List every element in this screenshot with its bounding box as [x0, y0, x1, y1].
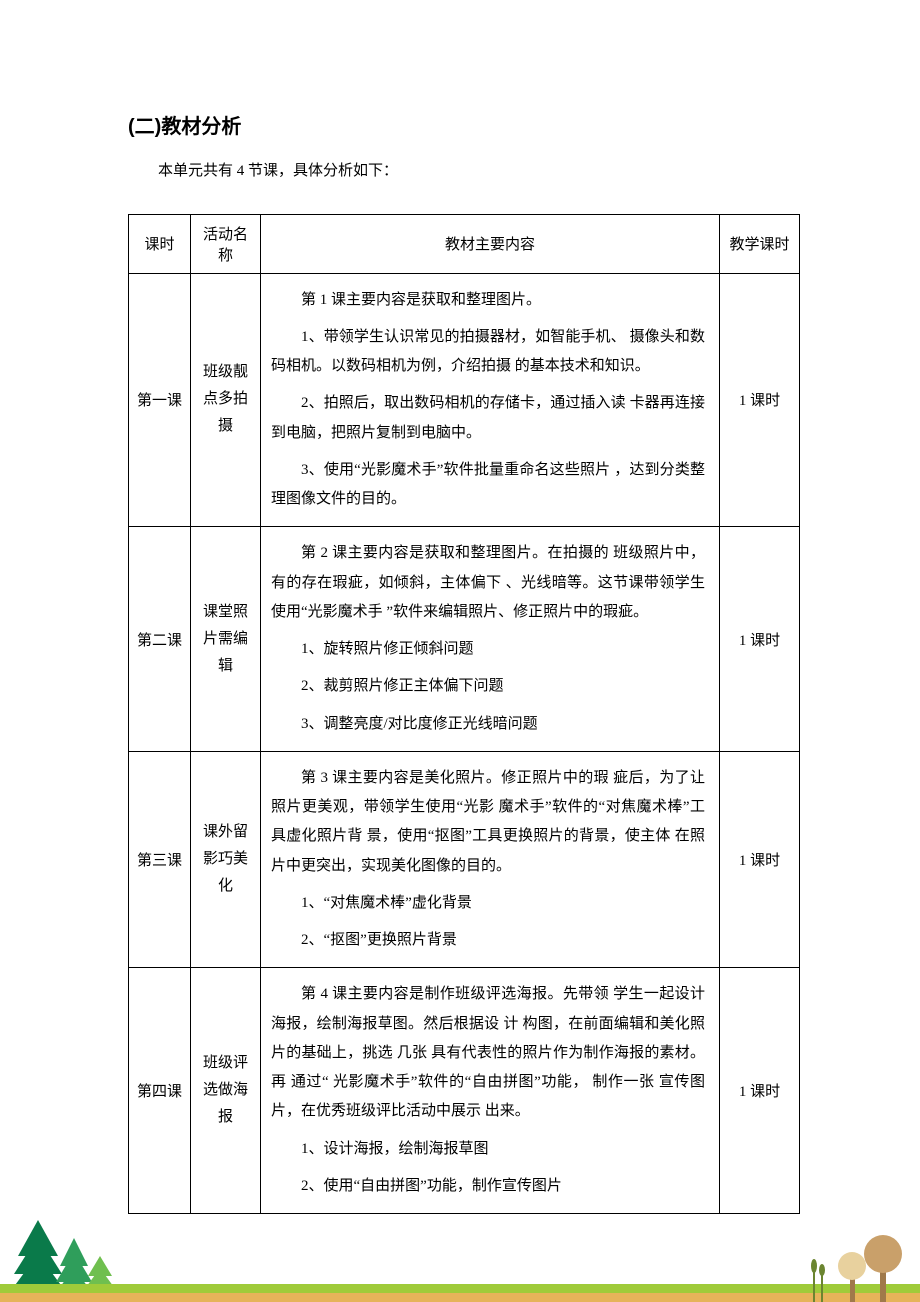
content-para: 1、带领学生认识常见的拍摄器材，如智能手机、 摄像头和数码相机。以数码相机为例，… — [271, 323, 705, 382]
content-para: 1、旋转照片修正倾斜问题 — [271, 635, 705, 664]
cell-activity: 课外留影巧美化 — [191, 751, 261, 968]
content-para: 2、拍照后，取出数码相机的存储卡，通过插入读 卡器再连接到电脑，把照片复制到电脑… — [271, 389, 705, 448]
intro-text: 本单元共有 4 节课，具体分析如下： — [128, 157, 800, 186]
content-para: 3、调整亮度/对比度修正光线暗问题 — [271, 710, 705, 739]
footer-decoration — [0, 1222, 920, 1302]
table-row: 第二课课堂照片需编辑第 2 课主要内容是获取和整理图片。在拍摄的 班级照片中，有… — [129, 527, 800, 752]
cell-content: 第 1 课主要内容是获取和整理图片。 1、带领学生认识常见的拍摄器材，如智能手机、… — [261, 273, 720, 527]
content-para: 1、“对焦魔术棒”虚化背景 — [271, 889, 705, 918]
cell-hours: 1 课时 — [720, 968, 800, 1214]
cell-content: 第 4 课主要内容是制作班级评选海报。先带领 学生一起设计海报，绘制海报草图。然… — [261, 968, 720, 1214]
cell-hours: 1 课时 — [720, 273, 800, 527]
content-para: 第 3 课主要内容是美化照片。修正照片中的瑕 疵后，为了让照片更美观，带领学生使… — [271, 764, 705, 881]
th-content: 教材主要内容 — [261, 214, 720, 273]
cell-content: 第 2 课主要内容是获取和整理图片。在拍摄的 班级照片中，有的存在瑕疵，如倾斜，… — [261, 527, 720, 752]
table-row: 第四课班级评选做海报第 4 课主要内容是制作班级评选海报。先带领 学生一起设计海… — [129, 968, 800, 1214]
th-lesson: 课时 — [129, 214, 191, 273]
content-para: 第 1 课主要内容是获取和整理图片。 — [271, 286, 705, 315]
cell-content: 第 3 课主要内容是美化照片。修正照片中的瑕 疵后，为了让照片更美观，带领学生使… — [261, 751, 720, 968]
cell-activity: 班级评选做海报 — [191, 968, 261, 1214]
trees-icon — [0, 1212, 160, 1302]
table-row: 第一课班级靓点多拍摄第 1 课主要内容是获取和整理图片。 1、带领学生认识常见的拍… — [129, 273, 800, 527]
th-activity: 活动名称 — [191, 214, 261, 273]
table-row: 第三课课外留影巧美化第 3 课主要内容是美化照片。修正照片中的瑕 疵后，为了让照… — [129, 751, 800, 968]
content-para: 第 2 课主要内容是获取和整理图片。在拍摄的 班级照片中，有的存在瑕疵，如倾斜，… — [271, 539, 705, 627]
content-para: 2、“抠图”更换照片背景 — [271, 926, 705, 955]
cell-hours: 1 课时 — [720, 527, 800, 752]
curriculum-table: 课时 活动名称 教材主要内容 教学课时 第一课班级靓点多拍摄第 1 课主要内容是… — [128, 214, 800, 1215]
section-heading: (二)教材分析 — [128, 110, 800, 139]
ground-stripe-icon — [0, 1284, 920, 1302]
cell-activity: 课堂照片需编辑 — [191, 527, 261, 752]
cell-activity: 班级靓点多拍摄 — [191, 273, 261, 527]
cell-hours: 1 课时 — [720, 751, 800, 968]
content-para: 3、使用“光影魔术手”软件批量重命名这些照片 ，达到分类整理图像文件的目的。 — [271, 456, 705, 515]
cell-lesson: 第一课 — [129, 273, 191, 527]
content-para: 第 4 课主要内容是制作班级评选海报。先带领 学生一起设计海报，绘制海报草图。然… — [271, 980, 705, 1126]
cell-lesson: 第四课 — [129, 968, 191, 1214]
cell-lesson: 第二课 — [129, 527, 191, 752]
content-para: 2、使用“自由拼图”功能，制作宣传图片 — [271, 1172, 705, 1201]
th-hours: 教学课时 — [720, 214, 800, 273]
table-header-row: 课时 活动名称 教材主要内容 教学课时 — [129, 214, 800, 273]
cell-lesson: 第三课 — [129, 751, 191, 968]
content-para: 1、设计海报，绘制海报草图 — [271, 1135, 705, 1164]
lollipop-trees-icon — [800, 1222, 920, 1302]
content-para: 2、裁剪照片修正主体偏下问题 — [271, 672, 705, 701]
